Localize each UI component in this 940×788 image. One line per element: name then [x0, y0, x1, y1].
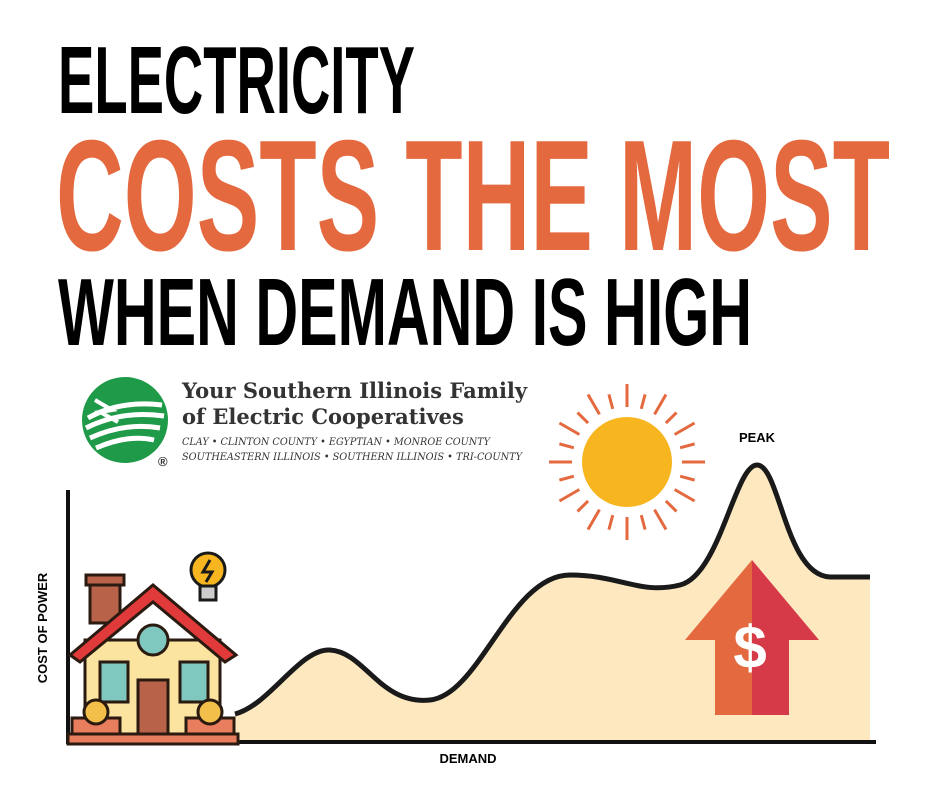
sun-ray	[576, 411, 590, 425]
sun-ray	[558, 421, 581, 436]
y-axis-label: COST OF POWER	[35, 572, 50, 683]
logo-name: of Electric Cooperatives	[182, 404, 464, 429]
sun-ray	[607, 393, 615, 410]
sun-ray	[586, 393, 601, 416]
logo-members: SOUTHEASTERN ILLINOIS • SOUTHERN ILLINOI…	[182, 451, 523, 463]
house	[66, 573, 240, 746]
sun-ray	[558, 442, 575, 450]
logo-name: Your Southern Illinois Family	[181, 378, 528, 403]
sun-ray	[653, 508, 668, 531]
sun-ray	[679, 474, 696, 482]
light-bulb	[189, 551, 227, 602]
sun-ray	[576, 499, 590, 513]
sun-ray	[586, 508, 601, 531]
sun-ray	[558, 488, 581, 503]
sun-ray	[653, 393, 668, 416]
demand-area	[235, 465, 870, 742]
sun-ray	[607, 514, 615, 531]
sun-ray	[673, 421, 696, 436]
peak-label: PEAK	[739, 430, 776, 445]
logo: ® Your Southern Illinois Family of Elect…	[82, 377, 528, 469]
logo-members: CLAY • CLINTON COUNTY • EGYPTIAN • MONRO…	[182, 436, 491, 448]
price-arrow: $	[685, 560, 819, 715]
sun-ray	[639, 514, 647, 531]
headline-line: COSTS THE MOST	[56, 108, 890, 284]
sun-ray	[558, 474, 575, 482]
sun-ray	[673, 488, 696, 503]
sun-ray	[679, 442, 696, 450]
registered-mark: ®	[158, 454, 168, 469]
logo-mark	[82, 377, 168, 463]
sun-ray	[664, 411, 678, 425]
headline-line: ELECTRICITY	[58, 27, 415, 134]
sun	[549, 384, 705, 540]
x-axis-label: DEMAND	[439, 751, 496, 766]
price-symbol: $	[733, 614, 766, 681]
sun-ray	[664, 499, 678, 513]
headline-line: WHEN DEMAND IS HIGH	[58, 259, 752, 366]
sun-ray	[639, 393, 647, 410]
demand-curve	[234, 462, 870, 717]
